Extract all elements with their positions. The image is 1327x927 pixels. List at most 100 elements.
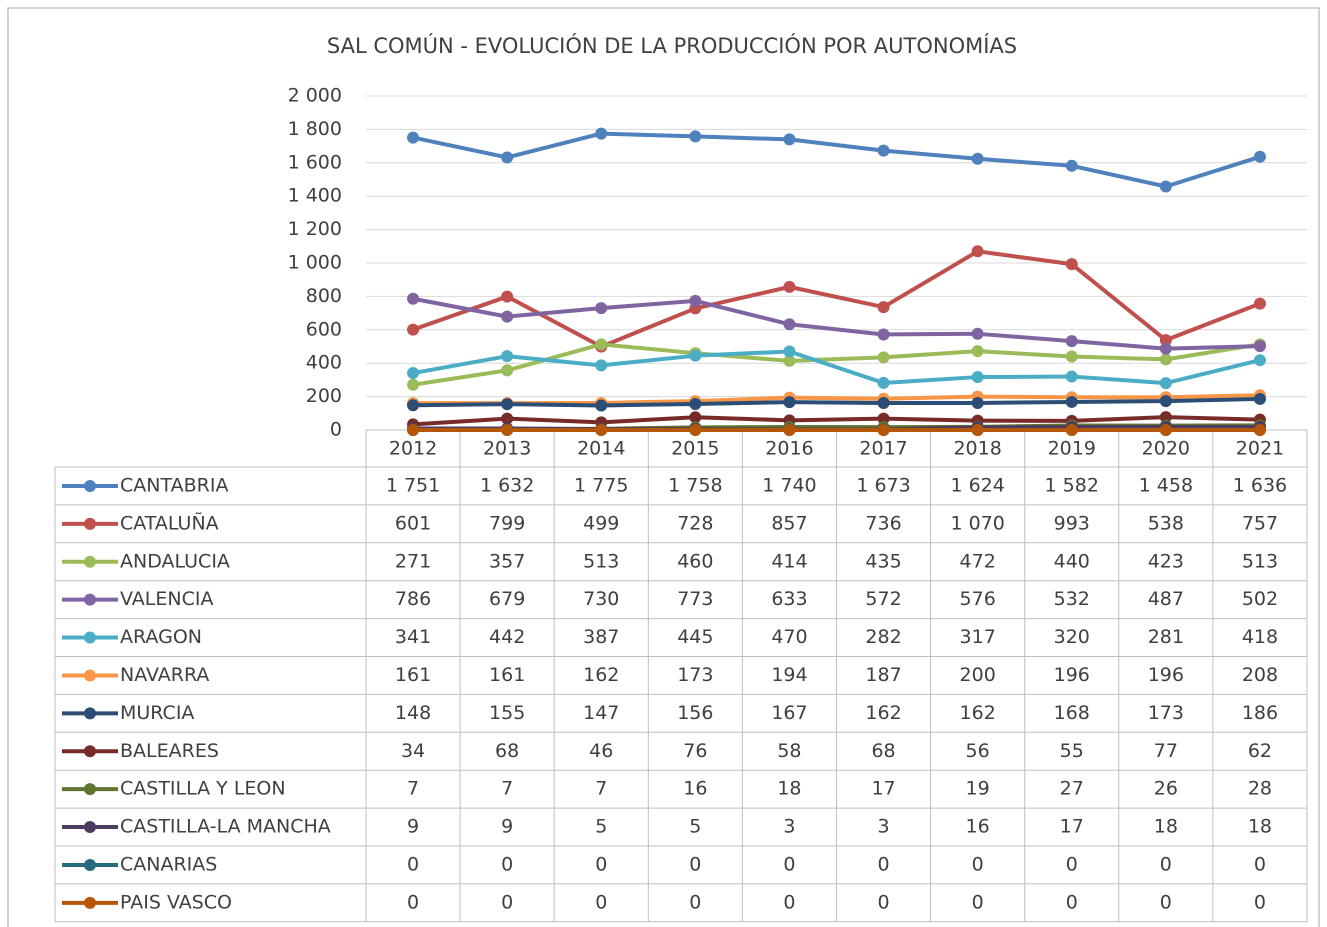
table-value: 173 (677, 664, 713, 686)
x-tick-label: 2014 (577, 438, 625, 460)
table-value: 16 (966, 816, 990, 838)
table-value: 0 (783, 891, 795, 913)
data-point (971, 424, 984, 436)
data-point (595, 359, 608, 372)
table-value: 162 (865, 702, 901, 724)
table-value: 46 (589, 740, 613, 762)
table-value: 601 (395, 512, 431, 534)
data-point (501, 350, 514, 363)
data-point (877, 396, 890, 409)
data-point (1159, 342, 1172, 355)
table-value: 993 (1054, 512, 1090, 534)
x-tick-label: 2021 (1236, 438, 1284, 460)
table-value: 470 (771, 626, 807, 648)
data-point (1159, 334, 1172, 347)
y-tick-label: 800 (306, 285, 342, 307)
table-value: 445 (677, 626, 713, 648)
table-value: 1 624 (950, 474, 1004, 496)
table-value: 0 (878, 853, 890, 875)
table-value: 532 (1054, 588, 1090, 610)
legend-key-marker (84, 707, 96, 720)
x-tick-label: 2020 (1142, 438, 1190, 460)
table-value: 196 (1148, 664, 1184, 686)
table-value: 156 (677, 702, 713, 724)
table-value: 418 (1242, 626, 1278, 648)
data-point (1159, 411, 1172, 424)
x-tick-label: 2016 (765, 438, 813, 460)
y-tick-label: 2 000 (288, 85, 342, 107)
table-value: 56 (966, 740, 990, 762)
data-point (783, 424, 796, 436)
legend-key-marker (84, 517, 96, 530)
table-value: 17 (871, 778, 895, 800)
table-value: 576 (960, 588, 996, 610)
data-point (1065, 335, 1078, 348)
legend-key-marker (84, 783, 96, 796)
data-point (689, 424, 702, 436)
data-point (1065, 395, 1078, 408)
table-value: 26 (1154, 778, 1178, 800)
data-point (783, 133, 796, 146)
series-line (412, 349, 1261, 386)
table-value: 0 (1066, 891, 1078, 913)
data-point (1159, 377, 1172, 390)
data-point (407, 378, 420, 391)
data-point (689, 294, 702, 307)
data-point (877, 376, 890, 389)
table-value: 5 (595, 816, 607, 838)
table-value: 357 (489, 550, 525, 572)
table-value: 1 758 (668, 474, 722, 496)
y-tick-label: 0 (330, 419, 342, 441)
data-point (1159, 395, 1172, 408)
data-point (595, 127, 608, 140)
table-value: 200 (960, 664, 996, 686)
table-value: 857 (771, 512, 807, 534)
table-value: 786 (395, 588, 431, 610)
chart-title: SAL COMÚN - EVOLUCIÓN DE LA PRODUCCIÓN P… (327, 33, 1017, 58)
data-point (501, 398, 514, 411)
data-point (971, 327, 984, 340)
data-point (1253, 424, 1266, 436)
data-point (1065, 424, 1078, 436)
legend-key-marker (84, 821, 96, 834)
legend-label: CANTABRIA (120, 474, 228, 496)
legend-label: PAIS VASCO (120, 891, 232, 913)
legend-label: CATALUÑA (120, 511, 219, 534)
data-point (1253, 354, 1266, 367)
table-value: 0 (689, 853, 701, 875)
table-value: 730 (583, 588, 619, 610)
table-value: 18 (777, 778, 801, 800)
data-point (1065, 258, 1078, 271)
data-point (783, 318, 796, 331)
legend-label: MURCIA (120, 702, 194, 724)
table-value: 68 (495, 740, 519, 762)
table-value: 3 (878, 816, 890, 838)
table-value: 18 (1248, 816, 1272, 838)
data-point (595, 338, 608, 351)
table-value: 7 (595, 778, 607, 800)
table-value: 0 (878, 891, 890, 913)
data-point (1253, 150, 1266, 163)
table-value: 148 (395, 702, 431, 724)
table-value: 487 (1148, 588, 1184, 610)
data-point (501, 310, 514, 323)
table-value: 1 458 (1139, 474, 1193, 496)
table-value: 502 (1242, 588, 1278, 610)
series-line (412, 342, 1261, 387)
table-value: 0 (972, 891, 984, 913)
legend-label: CASTILLA-LA MANCHA (120, 816, 331, 838)
table-value: 1 582 (1045, 474, 1099, 496)
table-value: 0 (501, 853, 513, 875)
table-value: 341 (395, 626, 431, 648)
data-point (407, 323, 420, 336)
table-value: 77 (1154, 740, 1178, 762)
data-point (407, 367, 420, 380)
data-point (877, 351, 890, 364)
data-point (877, 328, 890, 341)
table-value: 1 775 (574, 474, 628, 496)
table-value: 76 (683, 740, 707, 762)
table-value: 161 (489, 664, 525, 686)
table-value: 282 (865, 626, 901, 648)
table-value: 208 (1242, 664, 1278, 686)
y-tick-label: 1 800 (288, 118, 342, 140)
